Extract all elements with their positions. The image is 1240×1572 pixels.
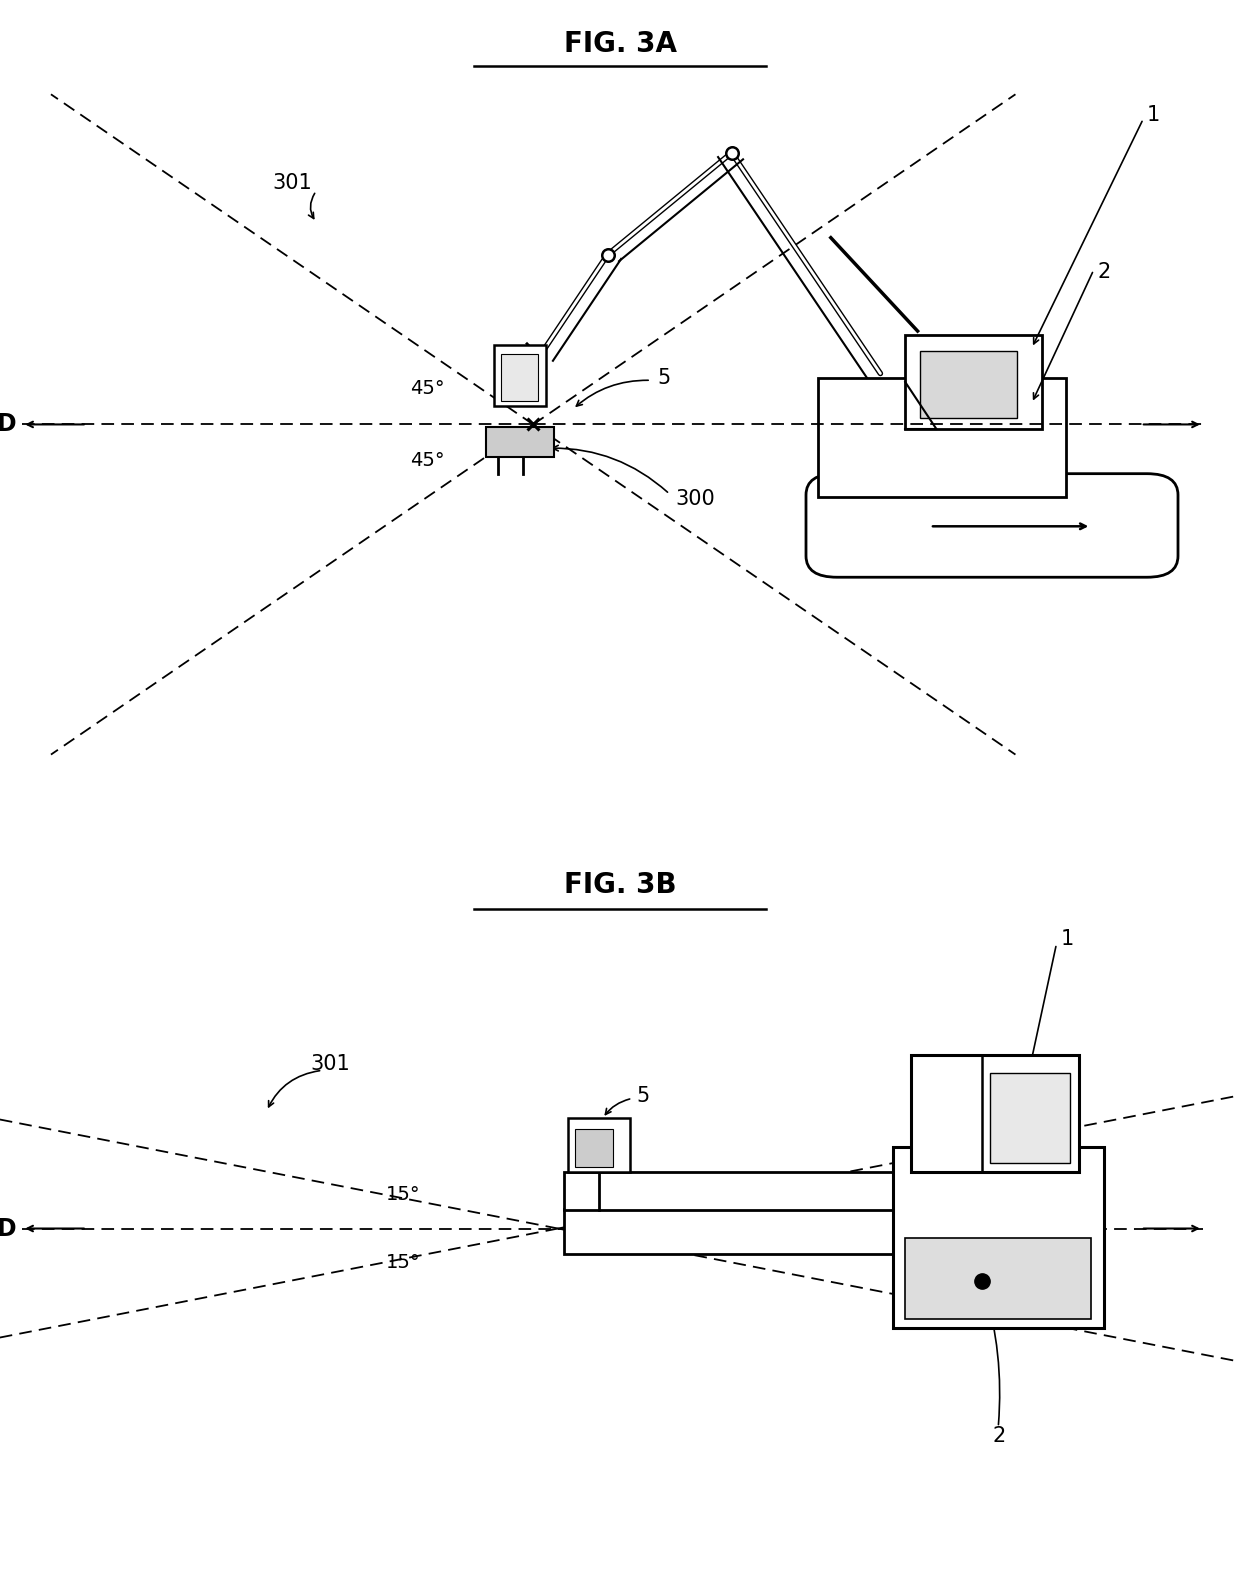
Text: 2: 2 <box>992 1426 1006 1446</box>
Text: 301: 301 <box>310 1053 350 1074</box>
Text: 301: 301 <box>273 173 312 192</box>
FancyBboxPatch shape <box>806 473 1178 577</box>
Text: D: D <box>0 1217 16 1240</box>
FancyBboxPatch shape <box>486 428 554 457</box>
Text: 1: 1 <box>1060 929 1074 949</box>
FancyBboxPatch shape <box>564 1209 1011 1254</box>
Text: 15°: 15° <box>386 1253 420 1272</box>
Text: 5: 5 <box>657 368 671 388</box>
FancyBboxPatch shape <box>905 1237 1091 1319</box>
Text: 15°: 15° <box>386 1185 420 1204</box>
Text: 300: 300 <box>676 489 715 509</box>
Text: 5: 5 <box>636 1086 650 1105</box>
Text: 1: 1 <box>1147 105 1161 124</box>
Text: 45°: 45° <box>410 451 445 470</box>
FancyBboxPatch shape <box>920 352 1017 418</box>
FancyBboxPatch shape <box>893 1148 1104 1328</box>
FancyBboxPatch shape <box>905 335 1042 429</box>
FancyBboxPatch shape <box>568 1118 630 1173</box>
Text: 45°: 45° <box>410 379 445 398</box>
FancyBboxPatch shape <box>501 354 538 401</box>
FancyBboxPatch shape <box>494 344 546 406</box>
FancyBboxPatch shape <box>990 1074 1070 1163</box>
FancyBboxPatch shape <box>575 1129 613 1166</box>
Text: FIG. 3A: FIG. 3A <box>563 30 677 58</box>
FancyBboxPatch shape <box>564 1173 998 1210</box>
Text: 2: 2 <box>1097 261 1111 281</box>
FancyBboxPatch shape <box>911 1055 1079 1173</box>
Text: FIG. 3B: FIG. 3B <box>564 871 676 899</box>
FancyBboxPatch shape <box>818 377 1066 497</box>
Text: D: D <box>0 412 16 437</box>
